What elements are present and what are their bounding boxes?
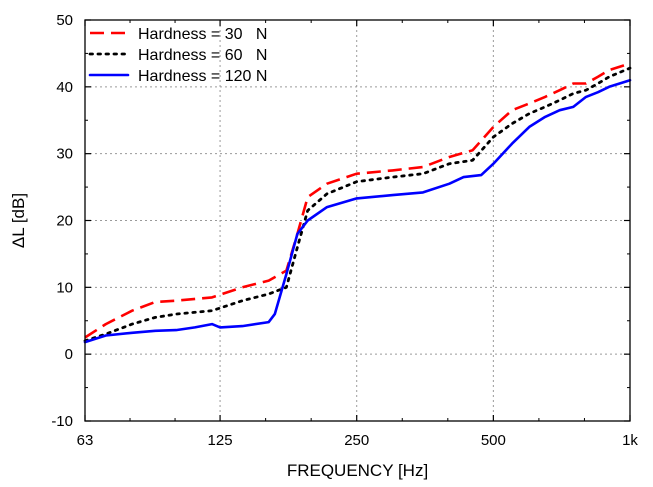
legend-label: Hardness = 30 N xyxy=(138,26,267,43)
series-line xyxy=(83,78,632,344)
y-tick-label: 0 xyxy=(65,346,73,363)
x-tick-label: 250 xyxy=(344,432,369,449)
axis-ticks xyxy=(84,19,631,422)
x-tick-label: 125 xyxy=(208,432,233,449)
tick-labels: 63 125 250 500 1k -10 0 10 20 30 40 50 xyxy=(51,12,638,449)
y-tick-label: 50 xyxy=(56,12,73,29)
x-tick-label: 500 xyxy=(481,432,506,449)
legend-label: Hardness = 60 N xyxy=(138,47,267,64)
grid xyxy=(85,20,630,421)
y-tick-label: 40 xyxy=(56,79,73,96)
x-tick-label: 1k xyxy=(622,432,638,449)
y-tick-label: 20 xyxy=(56,213,73,230)
legend-label: Hardness = 120 N xyxy=(138,68,267,85)
x-axis-title: FREQUENCY [Hz] xyxy=(287,461,428,480)
x-tick-label: 63 xyxy=(77,432,94,449)
y-tick-label: 30 xyxy=(56,146,73,163)
series-line xyxy=(83,66,632,343)
y-tick-label: -10 xyxy=(51,413,73,430)
y-tick-label: 10 xyxy=(56,279,73,296)
y-axis-title: ΔL [dB] xyxy=(9,193,28,248)
series-lines xyxy=(83,62,632,344)
series-line xyxy=(84,62,631,339)
legend: Hardness = 30 N Hardness = 60 N Hardness =… xyxy=(88,26,267,85)
